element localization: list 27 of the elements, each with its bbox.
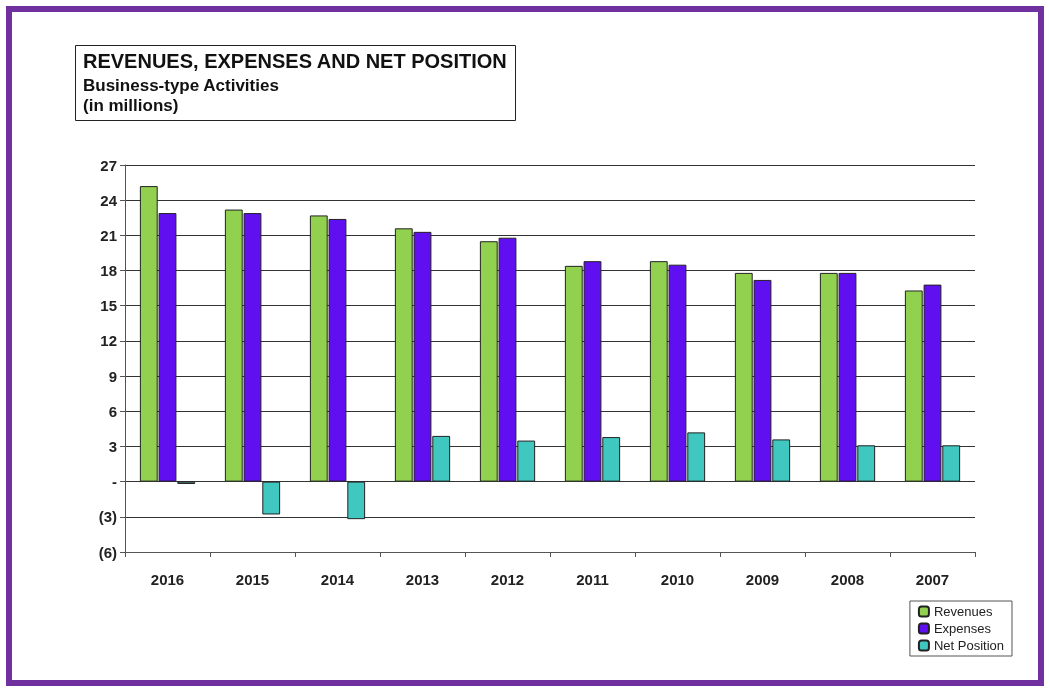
x-tick-label: 2011 — [576, 571, 609, 588]
x-tick-label: 2009 — [745, 571, 780, 588]
chart-title: REVENUES, EXPENSES AND NET POSITION — [83, 50, 507, 72]
y-tick-label: 6 — [108, 402, 117, 420]
y-tick-label: (3) — [98, 508, 117, 526]
y-tick-label: (6) — [98, 543, 117, 561]
y-tick-label: 9 — [108, 367, 117, 385]
x-tick-label: 2013 — [405, 571, 440, 588]
x-tick-label: 2016 — [150, 571, 185, 588]
x-tick-label: 2007 — [915, 571, 950, 588]
y-tick-label: 27 — [100, 156, 117, 174]
x-tick-label: 2014 — [320, 571, 355, 588]
legend-label: Revenues — [933, 604, 993, 619]
x-tick-label: 2010 — [660, 571, 695, 588]
x-tick-label: 2012 — [490, 571, 525, 588]
y-tick-label: 24 — [100, 191, 118, 209]
y-tick-label: 3 — [108, 437, 117, 455]
x-tick-label: 2008 — [830, 571, 865, 588]
y-tick-label: 15 — [100, 297, 117, 315]
y-tick-label: 21 — [100, 226, 117, 244]
legend-label: Net Position — [933, 638, 1004, 653]
y-tick-label: - — [112, 473, 117, 491]
x-tick-label: 2015 — [235, 571, 270, 588]
y-tick-label: 12 — [100, 332, 117, 350]
chart-subtitle: Business-type Activities (in millions) — [83, 75, 279, 115]
legend-label: Expenses — [933, 621, 992, 636]
y-tick-label: 18 — [100, 262, 117, 280]
